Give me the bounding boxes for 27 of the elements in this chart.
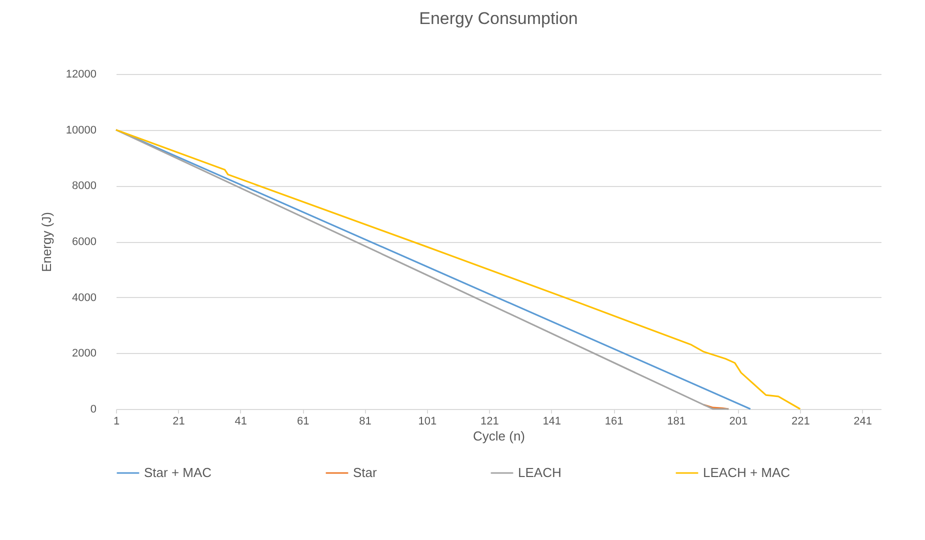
- x-axis-title: Cycle (n): [472, 428, 526, 444]
- legend-label: LEACH + MAC: [703, 465, 790, 480]
- legend-label: Star + MAC: [144, 465, 212, 480]
- x-tick-label: 61: [296, 416, 310, 428]
- y-tick-label: 10000: [66, 124, 96, 136]
- y-tick-label: 12000: [66, 68, 96, 80]
- y-tick-label: 6000: [72, 236, 96, 248]
- x-tick-label: 21: [172, 416, 185, 428]
- x-tick-label: 81: [359, 416, 372, 428]
- x-tick-label: 181: [667, 416, 686, 428]
- legend-label: Star: [353, 465, 378, 480]
- x-tick-label: 121: [480, 416, 499, 428]
- x-tick-label: 161: [604, 416, 624, 428]
- x-tick-label: 41: [234, 416, 248, 428]
- y-tick-label: 4000: [72, 292, 96, 304]
- y-tick-label: 2000: [72, 348, 96, 360]
- x-tick-label: 201: [729, 416, 748, 428]
- y-tick-label: 0: [90, 404, 96, 416]
- x-tick-label: 141: [542, 416, 562, 428]
- legend-label: LEACH: [518, 465, 562, 480]
- x-tick-label: 221: [791, 416, 810, 428]
- x-tick-label: 101: [418, 416, 437, 428]
- y-axis-title: Energy (J): [38, 212, 54, 272]
- x-tick-label: 241: [854, 416, 872, 428]
- y-tick-label: 8000: [72, 180, 96, 192]
- x-tick-label: 1: [113, 416, 120, 428]
- chart-title: Energy Consumption: [419, 9, 578, 28]
